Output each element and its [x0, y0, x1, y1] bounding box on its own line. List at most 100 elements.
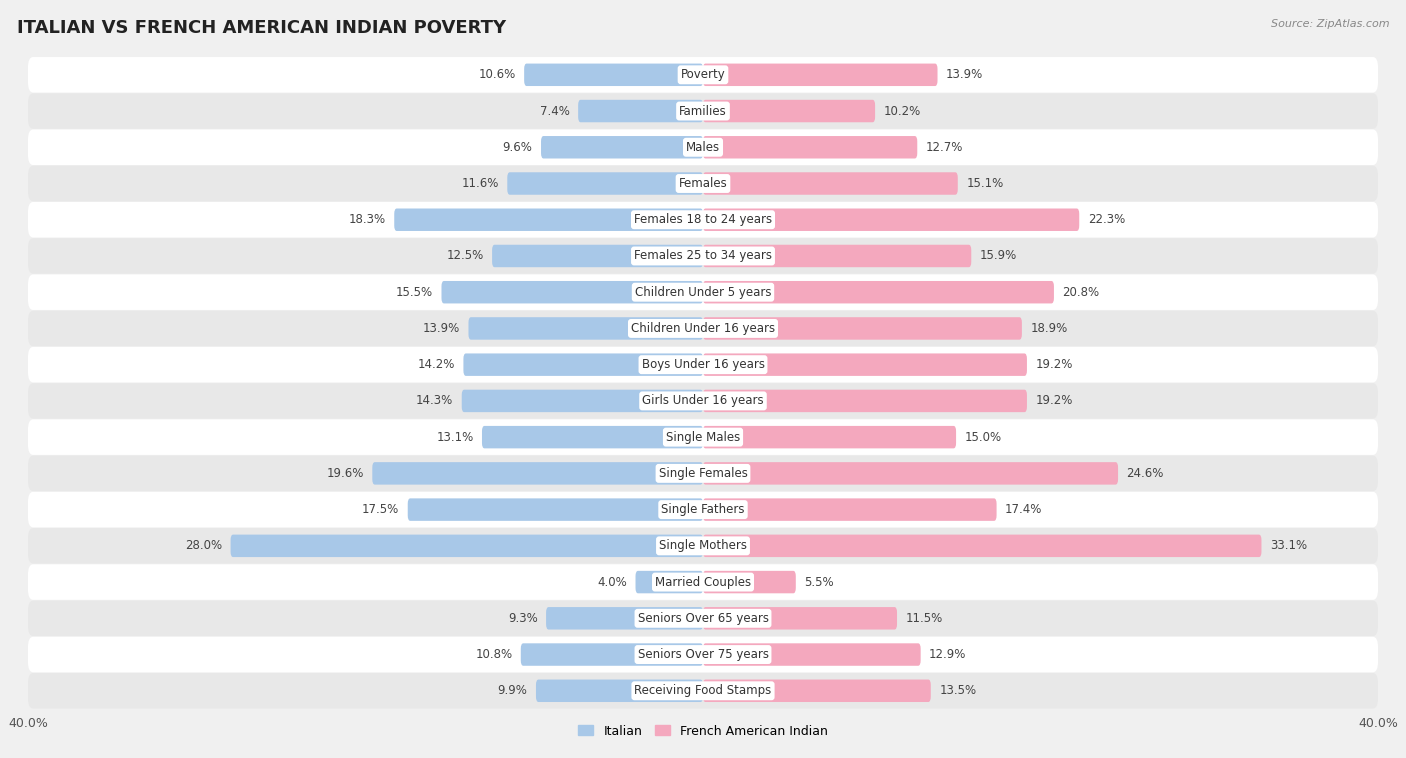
- Text: 9.9%: 9.9%: [498, 684, 527, 697]
- Text: Girls Under 16 years: Girls Under 16 years: [643, 394, 763, 407]
- FancyBboxPatch shape: [703, 644, 921, 666]
- Text: 5.5%: 5.5%: [804, 575, 834, 588]
- FancyBboxPatch shape: [524, 64, 703, 86]
- FancyBboxPatch shape: [28, 492, 1378, 528]
- Text: 33.1%: 33.1%: [1270, 540, 1308, 553]
- Text: Females 18 to 24 years: Females 18 to 24 years: [634, 213, 772, 226]
- FancyBboxPatch shape: [28, 238, 1378, 274]
- Text: 4.0%: 4.0%: [598, 575, 627, 588]
- FancyBboxPatch shape: [703, 607, 897, 630]
- Text: 9.6%: 9.6%: [503, 141, 533, 154]
- FancyBboxPatch shape: [703, 172, 957, 195]
- Text: Families: Families: [679, 105, 727, 117]
- Text: Seniors Over 75 years: Seniors Over 75 years: [637, 648, 769, 661]
- FancyBboxPatch shape: [508, 172, 703, 195]
- FancyBboxPatch shape: [28, 456, 1378, 491]
- Text: 17.4%: 17.4%: [1005, 503, 1042, 516]
- Text: 10.8%: 10.8%: [475, 648, 512, 661]
- Text: Boys Under 16 years: Boys Under 16 years: [641, 359, 765, 371]
- FancyBboxPatch shape: [703, 534, 1261, 557]
- Text: 10.6%: 10.6%: [478, 68, 516, 81]
- FancyBboxPatch shape: [28, 130, 1378, 165]
- Text: 15.1%: 15.1%: [966, 177, 1004, 190]
- Text: 20.8%: 20.8%: [1063, 286, 1099, 299]
- FancyBboxPatch shape: [703, 281, 1054, 303]
- Text: 9.3%: 9.3%: [508, 612, 537, 625]
- Text: Single Males: Single Males: [666, 431, 740, 443]
- Text: Seniors Over 65 years: Seniors Over 65 years: [637, 612, 769, 625]
- Text: 11.6%: 11.6%: [461, 177, 499, 190]
- FancyBboxPatch shape: [541, 136, 703, 158]
- Text: Males: Males: [686, 141, 720, 154]
- FancyBboxPatch shape: [28, 274, 1378, 310]
- Text: 14.3%: 14.3%: [416, 394, 453, 407]
- Text: Children Under 5 years: Children Under 5 years: [634, 286, 772, 299]
- Text: 13.1%: 13.1%: [436, 431, 474, 443]
- FancyBboxPatch shape: [703, 245, 972, 268]
- FancyBboxPatch shape: [703, 136, 917, 158]
- FancyBboxPatch shape: [28, 564, 1378, 600]
- Text: 17.5%: 17.5%: [363, 503, 399, 516]
- FancyBboxPatch shape: [703, 353, 1026, 376]
- FancyBboxPatch shape: [703, 571, 796, 594]
- FancyBboxPatch shape: [231, 534, 703, 557]
- Text: Females 25 to 34 years: Females 25 to 34 years: [634, 249, 772, 262]
- FancyBboxPatch shape: [703, 498, 997, 521]
- FancyBboxPatch shape: [408, 498, 703, 521]
- Text: 11.5%: 11.5%: [905, 612, 942, 625]
- Text: ITALIAN VS FRENCH AMERICAN INDIAN POVERTY: ITALIAN VS FRENCH AMERICAN INDIAN POVERT…: [17, 19, 506, 37]
- Text: Single Mothers: Single Mothers: [659, 540, 747, 553]
- Text: 18.3%: 18.3%: [349, 213, 385, 226]
- FancyBboxPatch shape: [28, 93, 1378, 129]
- Text: 14.2%: 14.2%: [418, 359, 456, 371]
- FancyBboxPatch shape: [28, 637, 1378, 672]
- Text: 15.5%: 15.5%: [396, 286, 433, 299]
- FancyBboxPatch shape: [464, 353, 703, 376]
- Text: Children Under 16 years: Children Under 16 years: [631, 322, 775, 335]
- Text: 13.5%: 13.5%: [939, 684, 976, 697]
- Text: 28.0%: 28.0%: [186, 540, 222, 553]
- Text: 19.2%: 19.2%: [1035, 359, 1073, 371]
- FancyBboxPatch shape: [373, 462, 703, 484]
- FancyBboxPatch shape: [468, 317, 703, 340]
- Text: 18.9%: 18.9%: [1031, 322, 1067, 335]
- FancyBboxPatch shape: [703, 317, 1022, 340]
- Text: 12.9%: 12.9%: [929, 648, 966, 661]
- Text: Single Fathers: Single Fathers: [661, 503, 745, 516]
- Text: 12.5%: 12.5%: [447, 249, 484, 262]
- FancyBboxPatch shape: [28, 166, 1378, 202]
- FancyBboxPatch shape: [703, 208, 1080, 231]
- FancyBboxPatch shape: [28, 202, 1378, 237]
- Text: Poverty: Poverty: [681, 68, 725, 81]
- Text: Married Couples: Married Couples: [655, 575, 751, 588]
- FancyBboxPatch shape: [636, 571, 703, 594]
- FancyBboxPatch shape: [28, 673, 1378, 709]
- FancyBboxPatch shape: [461, 390, 703, 412]
- FancyBboxPatch shape: [703, 64, 938, 86]
- Legend: Italian, French American Indian: Italian, French American Indian: [574, 719, 832, 743]
- Text: 13.9%: 13.9%: [423, 322, 460, 335]
- FancyBboxPatch shape: [394, 208, 703, 231]
- FancyBboxPatch shape: [546, 607, 703, 630]
- FancyBboxPatch shape: [703, 680, 931, 702]
- Text: 10.2%: 10.2%: [883, 105, 921, 117]
- Text: Females: Females: [679, 177, 727, 190]
- Text: 15.0%: 15.0%: [965, 431, 1001, 443]
- FancyBboxPatch shape: [28, 419, 1378, 455]
- Text: 12.7%: 12.7%: [925, 141, 963, 154]
- FancyBboxPatch shape: [482, 426, 703, 449]
- FancyBboxPatch shape: [536, 680, 703, 702]
- FancyBboxPatch shape: [703, 390, 1026, 412]
- FancyBboxPatch shape: [703, 426, 956, 449]
- Text: 7.4%: 7.4%: [540, 105, 569, 117]
- Text: 24.6%: 24.6%: [1126, 467, 1164, 480]
- Text: 19.2%: 19.2%: [1035, 394, 1073, 407]
- FancyBboxPatch shape: [28, 311, 1378, 346]
- Text: Source: ZipAtlas.com: Source: ZipAtlas.com: [1271, 19, 1389, 29]
- FancyBboxPatch shape: [441, 281, 703, 303]
- Text: 22.3%: 22.3%: [1088, 213, 1125, 226]
- FancyBboxPatch shape: [28, 57, 1378, 92]
- FancyBboxPatch shape: [28, 383, 1378, 418]
- FancyBboxPatch shape: [520, 644, 703, 666]
- FancyBboxPatch shape: [578, 100, 703, 122]
